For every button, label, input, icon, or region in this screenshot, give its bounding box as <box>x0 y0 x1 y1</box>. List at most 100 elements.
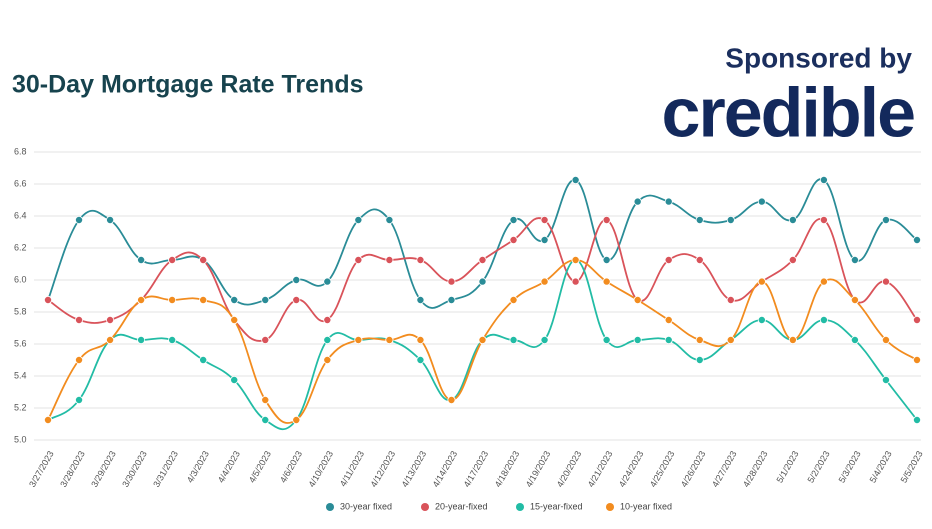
x-tick-label: 4/21/2023 <box>586 449 615 489</box>
data-point <box>44 415 53 424</box>
data-point <box>913 415 922 424</box>
data-point <box>881 335 890 344</box>
series-line <box>47 178 918 309</box>
data-point <box>881 375 890 384</box>
x-tick-label: 4/6/2023 <box>278 449 304 484</box>
y-tick-label: 5.2 <box>14 402 27 412</box>
data-point <box>230 315 239 324</box>
x-tick-label: 5/2/2023 <box>805 449 831 484</box>
data-point <box>261 335 270 344</box>
data-point <box>602 215 611 224</box>
data-point <box>726 335 735 344</box>
data-point <box>447 295 456 304</box>
data-point <box>881 215 890 224</box>
x-tick-label: 3/28/2023 <box>58 449 87 489</box>
data-point <box>230 375 239 384</box>
x-tick-label: 4/17/2023 <box>462 449 491 489</box>
data-point <box>571 175 580 184</box>
x-tick-label: 5/4/2023 <box>868 449 894 484</box>
data-point <box>230 295 239 304</box>
data-point <box>540 277 549 286</box>
data-point <box>168 335 177 344</box>
x-tick-label: 4/24/2023 <box>617 449 646 489</box>
data-point <box>106 335 115 344</box>
data-point <box>106 315 115 324</box>
data-point <box>385 215 394 224</box>
data-point <box>664 255 673 264</box>
data-point <box>292 295 301 304</box>
data-point <box>168 255 177 264</box>
legend-item: 30-year fixed <box>326 501 392 511</box>
x-tick-label: 4/13/2023 <box>400 449 429 489</box>
y-tick-label: 6.4 <box>14 210 27 220</box>
data-point <box>913 355 922 364</box>
y-tick-label: 6.0 <box>14 274 27 284</box>
data-point <box>354 215 363 224</box>
data-point <box>695 335 704 344</box>
x-tick-label: 3/29/2023 <box>89 449 118 489</box>
data-point <box>416 355 425 364</box>
data-point <box>199 355 208 364</box>
data-point <box>354 335 363 344</box>
legend-swatch <box>421 503 429 511</box>
data-point <box>75 395 84 404</box>
data-point <box>788 215 797 224</box>
legend-label: 15-year-fixed <box>530 501 583 511</box>
x-tick-label: 4/27/2023 <box>710 449 739 489</box>
data-point <box>478 255 487 264</box>
y-tick-label: 5.8 <box>14 306 27 316</box>
x-tick-label: 3/31/2023 <box>151 449 180 489</box>
data-point <box>633 335 642 344</box>
x-tick-label: 4/3/2023 <box>185 449 211 484</box>
legend-item: 10-year fixed <box>606 501 672 511</box>
data-point <box>695 215 704 224</box>
data-point <box>447 395 456 404</box>
x-tick-label: 4/12/2023 <box>368 449 397 489</box>
data-point <box>75 215 84 224</box>
data-point <box>416 255 425 264</box>
x-tick-label: 4/5/2023 <box>247 449 273 484</box>
data-point <box>509 295 518 304</box>
data-point <box>695 255 704 264</box>
data-point <box>664 335 673 344</box>
legend-label: 30-year fixed <box>340 501 392 511</box>
legend-swatch <box>326 503 334 511</box>
legend-item: 15-year-fixed <box>516 501 583 511</box>
x-tick-label: 4/25/2023 <box>648 449 677 489</box>
data-point <box>571 277 580 286</box>
data-point <box>602 277 611 286</box>
data-point <box>571 255 580 264</box>
data-point <box>137 295 146 304</box>
x-tick-label: 4/14/2023 <box>431 449 460 489</box>
data-point <box>416 335 425 344</box>
legend-item: 20-year-fixed <box>421 501 488 511</box>
data-point <box>850 255 859 264</box>
x-tick-label: 4/11/2023 <box>338 449 366 488</box>
data-point <box>788 255 797 264</box>
y-tick-label: 6.2 <box>14 242 27 252</box>
data-point <box>323 315 332 324</box>
legend-swatch <box>516 503 524 511</box>
data-point <box>633 295 642 304</box>
data-point <box>540 215 549 224</box>
data-point <box>664 197 673 206</box>
data-point <box>416 295 425 304</box>
y-tick-label: 6.6 <box>14 178 27 188</box>
data-point <box>602 335 611 344</box>
data-point <box>261 295 270 304</box>
x-tick-label: 4/10/2023 <box>306 449 335 489</box>
data-point <box>819 175 828 184</box>
data-point <box>509 235 518 244</box>
data-point <box>199 255 208 264</box>
x-tick-label: 4/19/2023 <box>524 449 553 489</box>
data-point <box>447 277 456 286</box>
data-point <box>913 315 922 324</box>
x-tick-label: 4/28/2023 <box>741 449 770 489</box>
data-point <box>354 255 363 264</box>
x-tick-label: 4/20/2023 <box>555 449 584 489</box>
x-tick-label: 4/18/2023 <box>493 449 522 489</box>
data-point <box>850 335 859 344</box>
x-tick-label: 3/30/2023 <box>120 449 149 489</box>
data-point <box>695 355 704 364</box>
